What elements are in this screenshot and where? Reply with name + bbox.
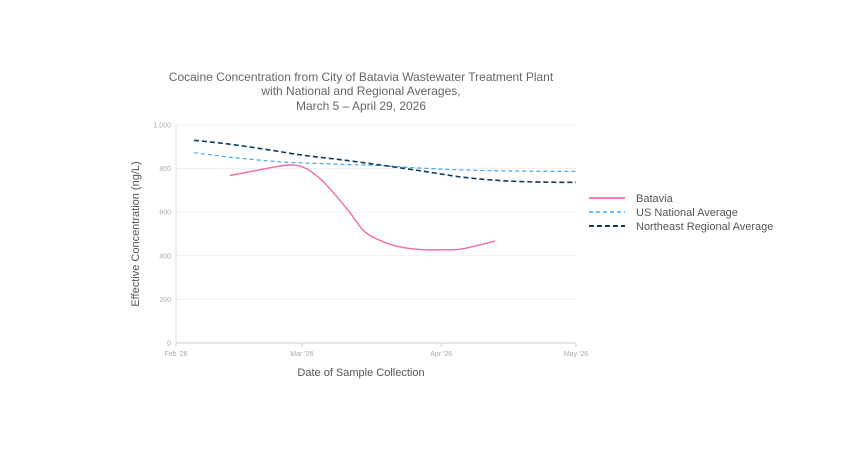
chart-title-line-1: Cocaine Concentration from City of Batav… bbox=[169, 70, 554, 84]
series-line-2 bbox=[193, 139, 577, 184]
y-tick-label-2: 400 bbox=[159, 253, 171, 260]
x-axis-title: Date of Sample Collection bbox=[297, 367, 424, 379]
plot-area: 0 200 400 600 800 1,000 Feb '26 Mar '26 Apr '26 M… bbox=[153, 123, 588, 359]
series-line-0 bbox=[229, 164, 496, 251]
legend-label-1: US National Average bbox=[636, 207, 738, 219]
x-tick-label-0: Feb '26 bbox=[164, 351, 187, 358]
series-line-1 bbox=[193, 152, 577, 173]
chart-title: Cocaine Concentration from City of Batav… bbox=[169, 70, 554, 113]
legend-label-2: Northeast Regional Average bbox=[636, 221, 773, 233]
x-tick-label-3: May '26 bbox=[564, 351, 588, 358]
chart-title-line-2: with National and Regional Averages, bbox=[260, 84, 460, 98]
y-tick-label-3: 600 bbox=[159, 210, 171, 217]
y-axis-title: Effective Concentration (ng/L) bbox=[130, 161, 142, 306]
chart-title-line-3: March 5 – April 29, 2026 bbox=[296, 99, 426, 113]
y-tick-label-1: 200 bbox=[159, 297, 171, 304]
x-tick-label-1: Mar '26 bbox=[290, 351, 313, 358]
legend-label-0: Batavia bbox=[636, 193, 674, 205]
y-tick-label-5: 1,000 bbox=[153, 123, 171, 130]
y-tick-label-0: 0 bbox=[167, 341, 171, 348]
x-tick-label-2: Apr '26 bbox=[430, 351, 452, 358]
y-tick-label-4: 800 bbox=[159, 166, 171, 173]
legend: Batavia US National Average Northeast Regi… bbox=[589, 193, 773, 233]
